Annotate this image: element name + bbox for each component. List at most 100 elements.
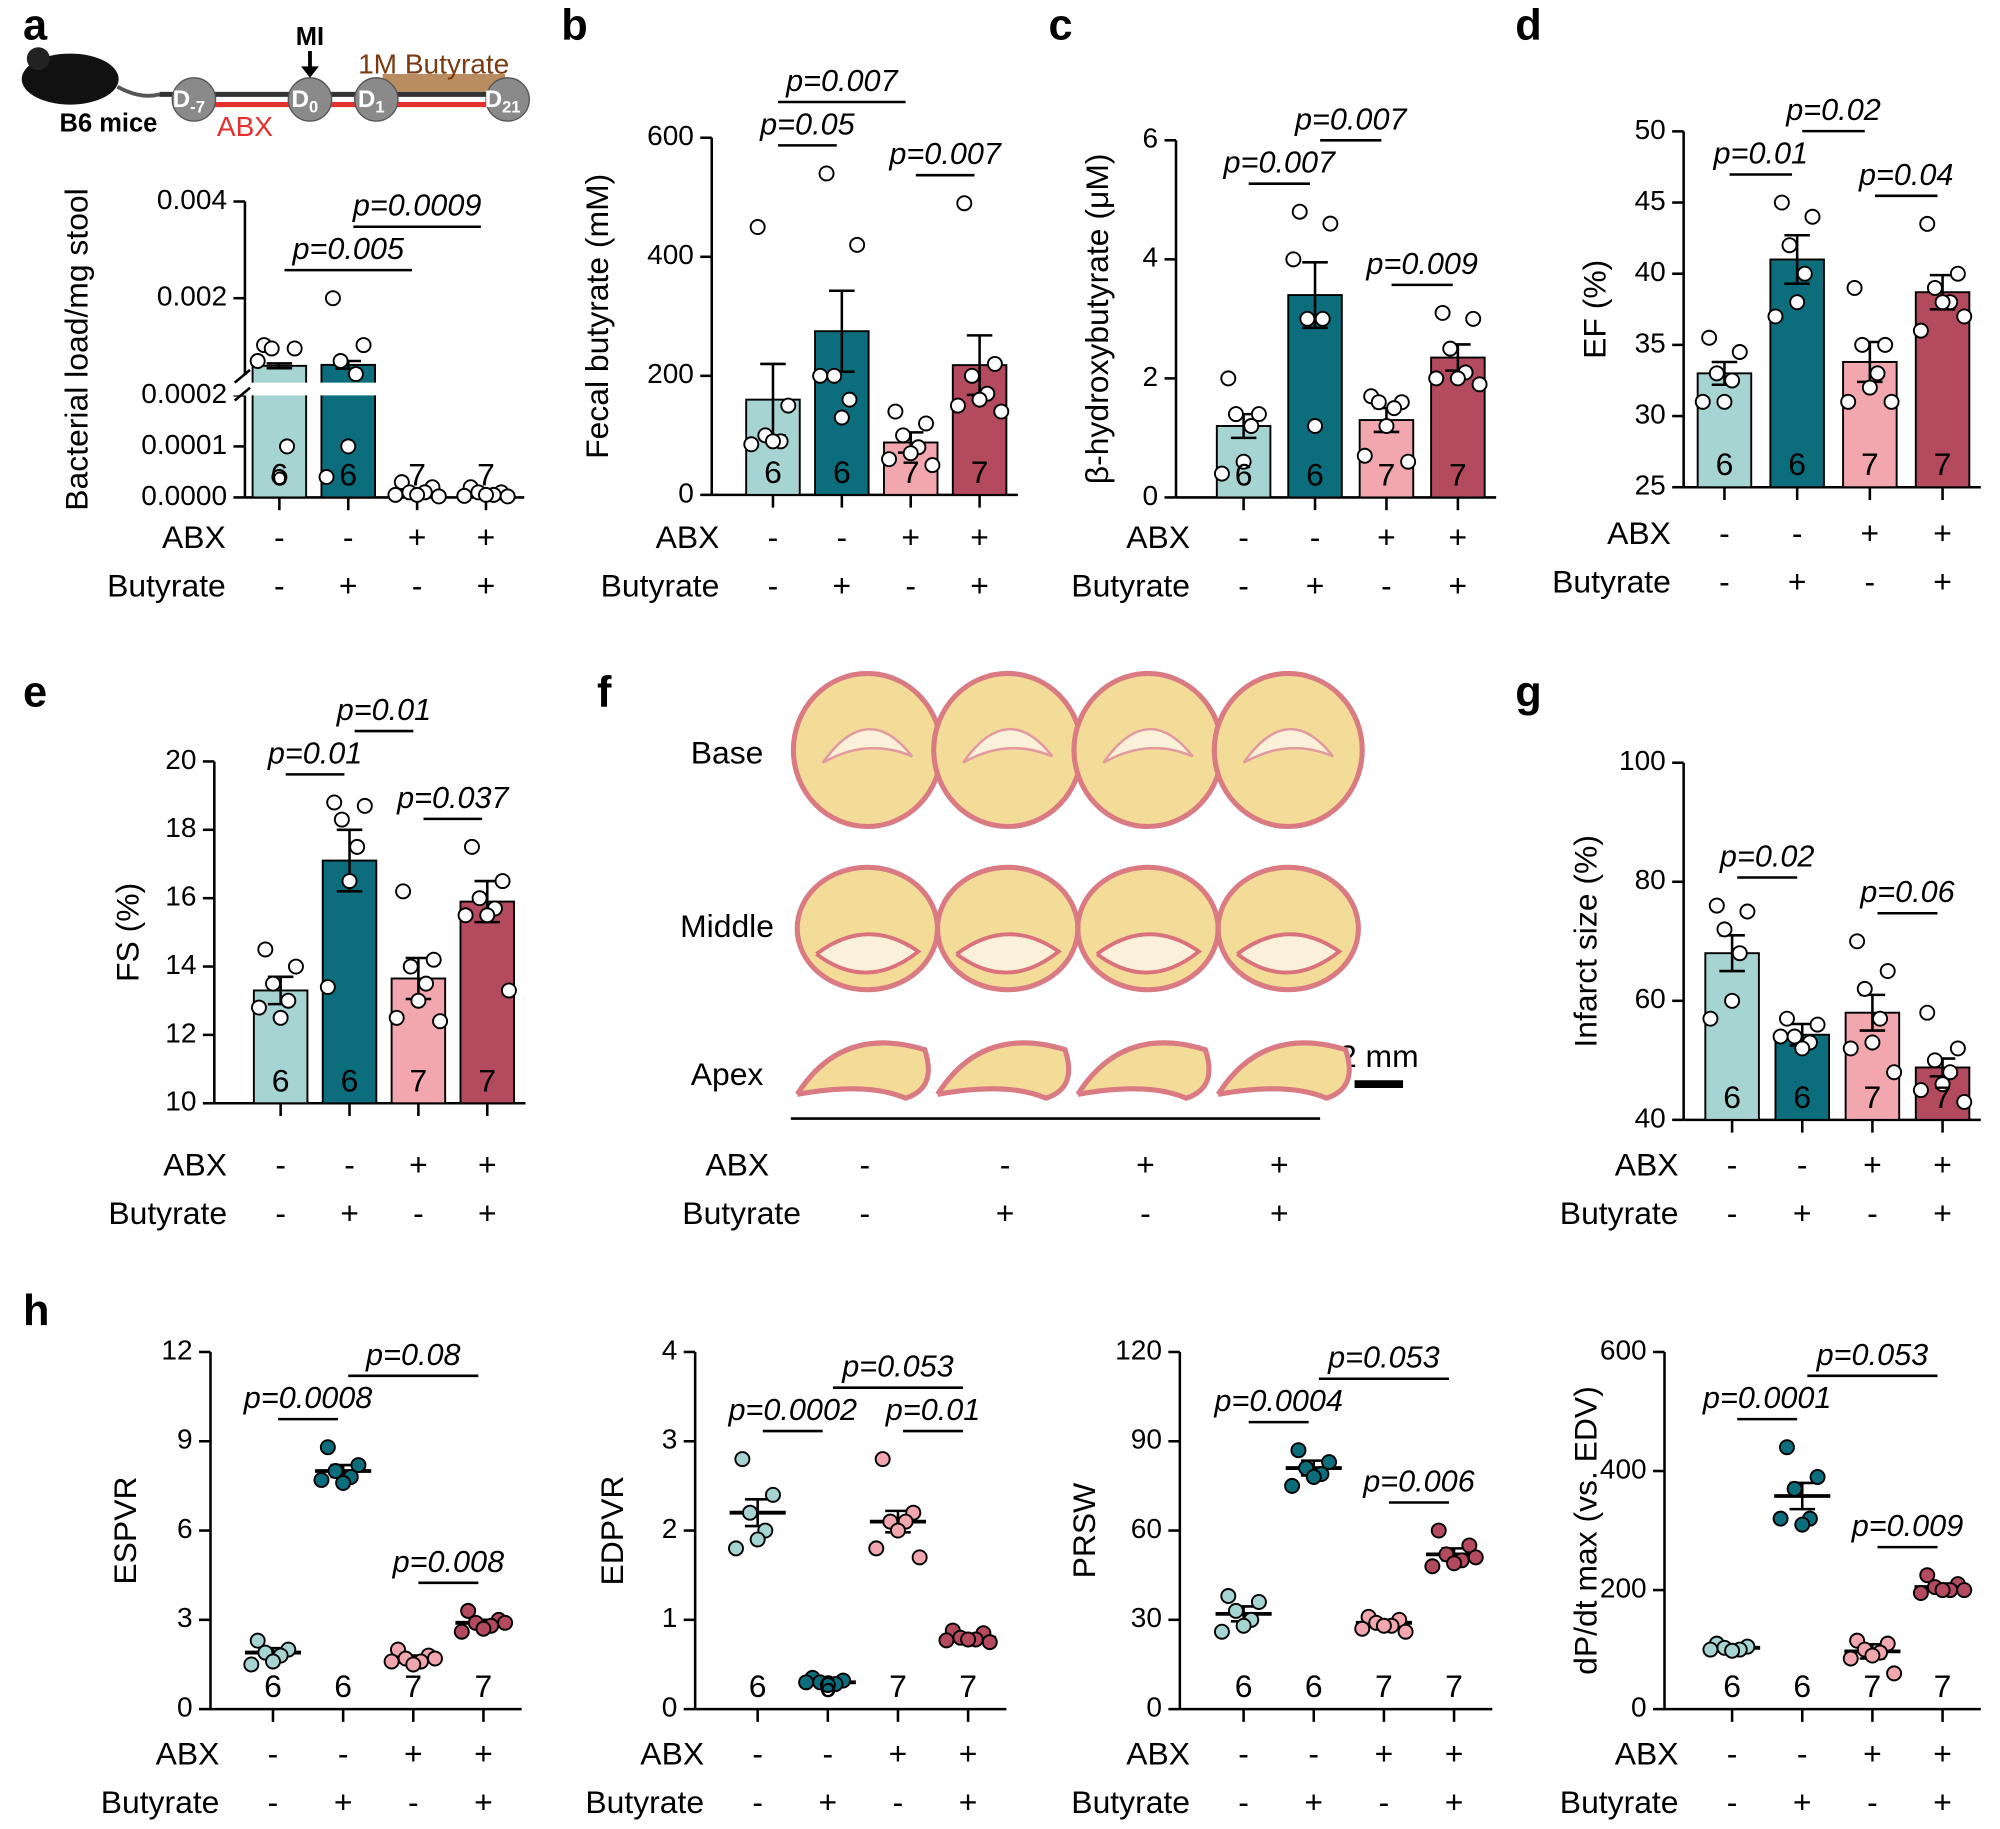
p-value: p=0.02 (1719, 839, 1814, 873)
row-sign: - (1797, 1736, 1808, 1772)
data-point (387, 486, 404, 503)
data-point (971, 391, 988, 408)
abx-label: ABX (217, 111, 273, 142)
data-point (1235, 1617, 1252, 1634)
y-tick-label: 14 (165, 949, 196, 980)
n-label: 6 (1305, 1668, 1323, 1704)
row-sign: + (1306, 567, 1325, 603)
data-point (1701, 329, 1718, 346)
day-sub: 21 (502, 98, 520, 117)
row-sign: - (1238, 1736, 1249, 1772)
row-sign: - (859, 1146, 870, 1182)
p-value: p=0.005 (291, 232, 404, 266)
data-point (1877, 336, 1894, 353)
day-node (171, 77, 217, 122)
data-point (881, 451, 898, 468)
data-point (764, 1486, 781, 1503)
data-point (833, 409, 850, 426)
data-point (1804, 208, 1821, 225)
row-sign: + (478, 1146, 497, 1182)
data-point (742, 1504, 758, 1521)
y-tick-label: 6 (177, 1513, 193, 1544)
data-point (494, 873, 511, 890)
row-label: ABX (1126, 1736, 1190, 1772)
n-label: 7 (404, 1668, 422, 1704)
y-axis-label: dP/dt max (vs. EDV) (1567, 1386, 1603, 1675)
row-sign: + (1375, 1736, 1394, 1772)
data-point (1731, 945, 1748, 962)
data-point (1449, 370, 1466, 387)
data-point (332, 353, 349, 369)
row-sign: + (1449, 567, 1468, 603)
mouse-tail (116, 85, 160, 98)
data-point (478, 486, 494, 503)
row-label: Butyrate (682, 1195, 801, 1231)
panel-letter: g (1515, 669, 1542, 717)
y-tick-label: 30 (1131, 1602, 1162, 1633)
n-label: 7 (1864, 1079, 1882, 1115)
data-point (418, 975, 435, 992)
data-point (743, 436, 760, 453)
n-label: 7 (959, 1668, 977, 1704)
data-point (1794, 1040, 1811, 1057)
n-label: 6 (1235, 1668, 1253, 1704)
row-sign: - (905, 567, 916, 603)
y-tick-label: 200 (1600, 1572, 1647, 1603)
n-label: 6 (271, 456, 289, 492)
y-tick-label: 4 (662, 1334, 678, 1365)
row-sign: - (275, 1195, 286, 1231)
p-value: p=0.0008 (243, 1381, 373, 1415)
row-sign: - (823, 1736, 834, 1772)
panel-letter: c (1048, 2, 1072, 50)
row-sign: + (478, 1195, 497, 1231)
p-value: p=0.0002 (727, 1393, 857, 1427)
data-point (249, 1632, 266, 1649)
data-point (1926, 1052, 1943, 1069)
data-point (280, 992, 297, 1009)
row-label: Butyrate (107, 567, 226, 603)
n-label: 6 (341, 1062, 359, 1098)
y-tick-label: 10 (165, 1086, 196, 1117)
heart-lumen (1102, 727, 1194, 764)
butyrate-bar (382, 73, 506, 92)
day-node (485, 77, 530, 122)
y-axis-label: ESPVR (107, 1477, 143, 1585)
data-point (1465, 310, 1482, 327)
y-tick-label: 0.0001 (141, 429, 227, 460)
data-point (1886, 1665, 1903, 1682)
y-axis-label: FS (%) (110, 883, 146, 982)
data-point (249, 353, 266, 369)
p-value: p=0.008 (392, 1545, 505, 1579)
row-sign: - (412, 567, 423, 603)
data-point (1854, 336, 1871, 353)
data-point (272, 1009, 289, 1026)
row-sign: - (274, 519, 285, 555)
data-point (1840, 393, 1857, 410)
data-point (1370, 394, 1387, 411)
data-point (1322, 215, 1339, 232)
y-tick-label: 0 (1631, 1692, 1647, 1723)
data-point (383, 1653, 400, 1670)
data-point (812, 367, 829, 384)
row-sign: - (343, 519, 354, 555)
row-label: Butyrate (1560, 1195, 1679, 1231)
n-label: 7 (902, 454, 920, 490)
data-point (1428, 370, 1445, 387)
data-point (1250, 1593, 1267, 1610)
row-sign: + (1788, 564, 1807, 600)
data-point (1883, 393, 1900, 410)
data-point (1424, 1558, 1441, 1575)
row-sign: - (768, 519, 779, 555)
data-point (1708, 897, 1725, 914)
data-point (1284, 1477, 1301, 1494)
y-tick-label: 90 (1131, 1424, 1162, 1455)
data-point (1767, 308, 1784, 325)
n-label: 7 (1934, 1079, 1952, 1115)
data-point (453, 1623, 470, 1640)
panel-letter: d (1515, 2, 1542, 50)
row-sign: + (477, 567, 496, 603)
row-label: ABX (705, 1146, 769, 1182)
row-sign: + (1863, 1736, 1882, 1772)
p-value: p=0.053 (841, 1350, 954, 1384)
